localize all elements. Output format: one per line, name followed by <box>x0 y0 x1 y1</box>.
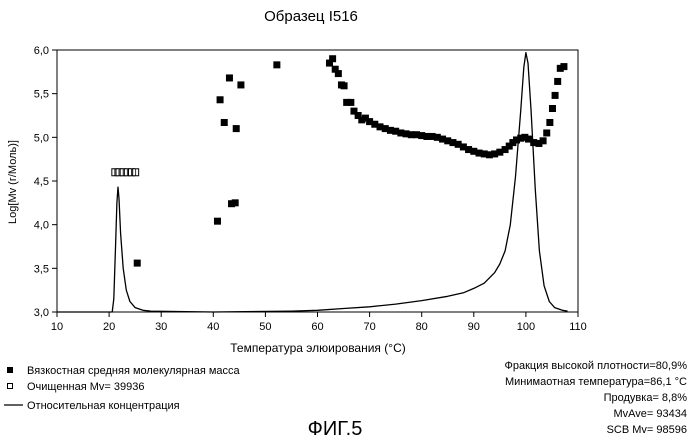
x-axis: 10 20 30 40 50 60 70 80 90 100 110 <box>51 312 587 333</box>
chart-title: Образец I516 <box>264 8 358 25</box>
annotation-high-density: Фракция высокой плотности=80,9% <box>504 360 687 372</box>
x-tick-label: 80 <box>416 321 428 333</box>
data-point <box>560 63 567 70</box>
y-tick-label: 4,0 <box>34 220 49 232</box>
figure-caption: ФИГ.5 <box>308 418 363 440</box>
y-axis-label: Log[Mv (г/Моль)] <box>7 140 19 224</box>
legend-label-3: Относительная концентрация <box>27 400 180 412</box>
data-point <box>347 99 354 106</box>
legend-label-2: Очищенная Mv= 39936 <box>27 381 145 393</box>
y-axis: 3,0 3,5 4,0 4,5 5,0 5,5 6,0 <box>34 45 57 319</box>
x-tick-label: 110 <box>569 321 587 333</box>
legend: Вязкостная средняя молекулярная масса Оч… <box>4 365 241 412</box>
y-tick-label: 5,0 <box>34 132 49 144</box>
data-point <box>549 105 556 112</box>
data-point <box>217 96 224 103</box>
x-tick-label: 70 <box>363 321 375 333</box>
data-point <box>552 92 559 99</box>
data-point <box>543 129 550 136</box>
data-point <box>273 61 280 68</box>
plot-area-border <box>57 50 578 312</box>
data-point <box>546 119 553 126</box>
x-tick-label: 100 <box>517 321 535 333</box>
data-point <box>341 82 348 89</box>
data-point <box>233 125 240 132</box>
data-point <box>232 199 239 206</box>
y-tick-label: 3,5 <box>34 263 49 275</box>
x-tick-label: 90 <box>468 321 480 333</box>
series-2 <box>112 169 139 176</box>
data-point <box>214 218 221 225</box>
data-point <box>226 74 233 81</box>
annotation-min-temperature: Минимаотная температура=86,1 °C <box>505 376 687 388</box>
concentration-line <box>57 53 568 312</box>
y-tick-label: 4,5 <box>34 176 49 188</box>
data-point <box>335 70 342 77</box>
data-point <box>221 119 228 126</box>
legend-marker-hollow-square <box>8 384 13 389</box>
annotation-purge: Продувка= 8,8% <box>604 392 688 404</box>
y-tick-label: 3,0 <box>34 307 49 319</box>
annotation-scb-mv: SCB Mv= 98596 <box>607 424 687 436</box>
data-point <box>237 81 244 88</box>
x-tick-label: 30 <box>155 321 167 333</box>
annotations: Фракция высокой плотности=80,9% Минимаот… <box>504 360 687 436</box>
series-1 <box>134 55 568 266</box>
x-tick-label: 40 <box>207 321 219 333</box>
y-tick-label: 6,0 <box>34 45 49 57</box>
data-point <box>329 55 336 62</box>
data-point <box>540 137 547 144</box>
data-point <box>134 260 141 267</box>
x-tick-label: 10 <box>51 321 63 333</box>
legend-label-1: Вязкостная средняя молекулярная масса <box>27 365 241 377</box>
legend-marker-filled-square <box>7 367 13 373</box>
x-axis-label: Температура элюирования (°C) <box>230 341 405 355</box>
y-tick-label: 5,5 <box>34 89 49 101</box>
data-point <box>554 78 561 85</box>
series-3 <box>57 53 568 312</box>
annotation-mvave: MvAve= 93434 <box>614 408 688 420</box>
series-layer <box>57 53 568 312</box>
x-tick-label: 50 <box>259 321 271 333</box>
x-tick-label: 20 <box>103 321 115 333</box>
x-tick-label: 60 <box>311 321 323 333</box>
